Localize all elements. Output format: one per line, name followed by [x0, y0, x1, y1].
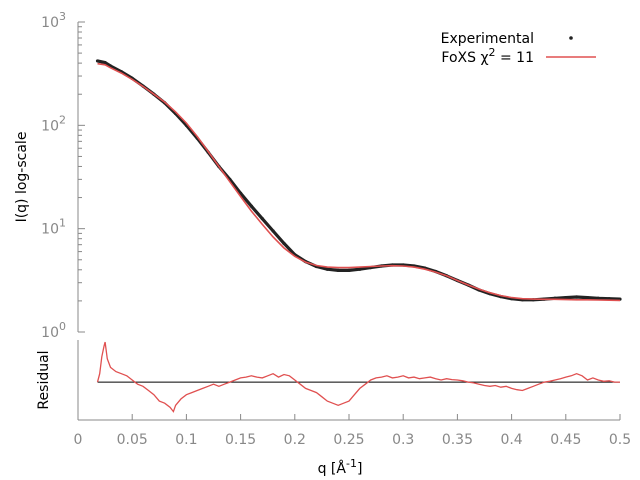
x-axis-label-main: q [Å: [318, 460, 347, 477]
x-tick-label: 0: [74, 432, 83, 448]
top-y-axis-label: I(q) log-scale: [14, 132, 30, 223]
legend-foxs-sup: 2: [489, 46, 496, 59]
legend-marker-experimental: [569, 36, 573, 40]
x-tick-label: 0.3: [392, 432, 414, 448]
residual-line: [96, 341, 620, 413]
experimental-point: [336, 268, 340, 272]
x-tick-label: 0.05: [117, 432, 148, 448]
experimental-point: [282, 241, 286, 246]
x-tick-label: 0.15: [225, 432, 256, 448]
legend: Experimental FoXS χ2 = 11: [441, 31, 596, 66]
experimental-point: [260, 217, 264, 221]
y-tick-label: 102: [41, 113, 66, 134]
x-tick-label: 0.35: [442, 432, 473, 448]
experimental-point: [271, 229, 275, 233]
x-tick-label: 0.25: [333, 432, 364, 448]
top-series: [95, 59, 622, 302]
experimental-point: [325, 267, 329, 271]
x-tick-label: 0.45: [550, 432, 581, 448]
legend-label-experimental: Experimental: [441, 31, 534, 47]
legend-foxs-suffix: = 11: [496, 50, 534, 66]
y-tick-label: 101: [41, 217, 66, 238]
residual-series: [96, 341, 620, 413]
top-y-ticks: 100 101 102 103: [41, 10, 85, 341]
experimental-point: [596, 296, 600, 300]
x-axis-label-sup: -1: [346, 457, 357, 470]
experimental-point: [249, 204, 254, 208]
legend-foxs-prefix: FoXS χ: [441, 50, 488, 66]
x-tick-label: 0.4: [500, 432, 522, 448]
residual-y-axis-label: Residual: [36, 350, 52, 409]
experimental-point: [585, 296, 590, 300]
experimental-point: [564, 296, 568, 300]
foxs-fit-line: [97, 62, 621, 302]
experimental-point: [95, 59, 100, 63]
legend-dot: [569, 36, 573, 40]
experimental-point: [575, 295, 579, 299]
bottom-panel: 0 0.05 0.1 0.15 0.2 0.25 0.3 0.35 0.4 0.45 0.5 Res…: [36, 340, 631, 477]
x-axis-label: q [Å-1]: [318, 457, 363, 477]
top-panel: 100 101 102 103 I(q) log-scale: [14, 10, 622, 341]
experimental-trace: [97, 59, 621, 302]
x-axis-label-end: ]: [357, 461, 362, 477]
x-tick-label: 0.2: [284, 432, 306, 448]
y-tick-label: 100: [41, 320, 66, 341]
x-ticks: 0 0.05 0.1 0.15 0.2 0.25 0.3 0.35 0.4 0.45 0.5: [74, 414, 631, 448]
experimental-series: [95, 59, 622, 302]
experimental-point: [103, 60, 107, 65]
experimental-point: [347, 268, 351, 272]
x-tick-label: 0.1: [175, 432, 197, 448]
x-tick-label: 0.5: [609, 432, 631, 448]
y-tick-label: 103: [41, 10, 66, 31]
experimental-point: [358, 267, 362, 271]
legend-label-foxs: FoXS χ2 = 11: [441, 46, 534, 66]
